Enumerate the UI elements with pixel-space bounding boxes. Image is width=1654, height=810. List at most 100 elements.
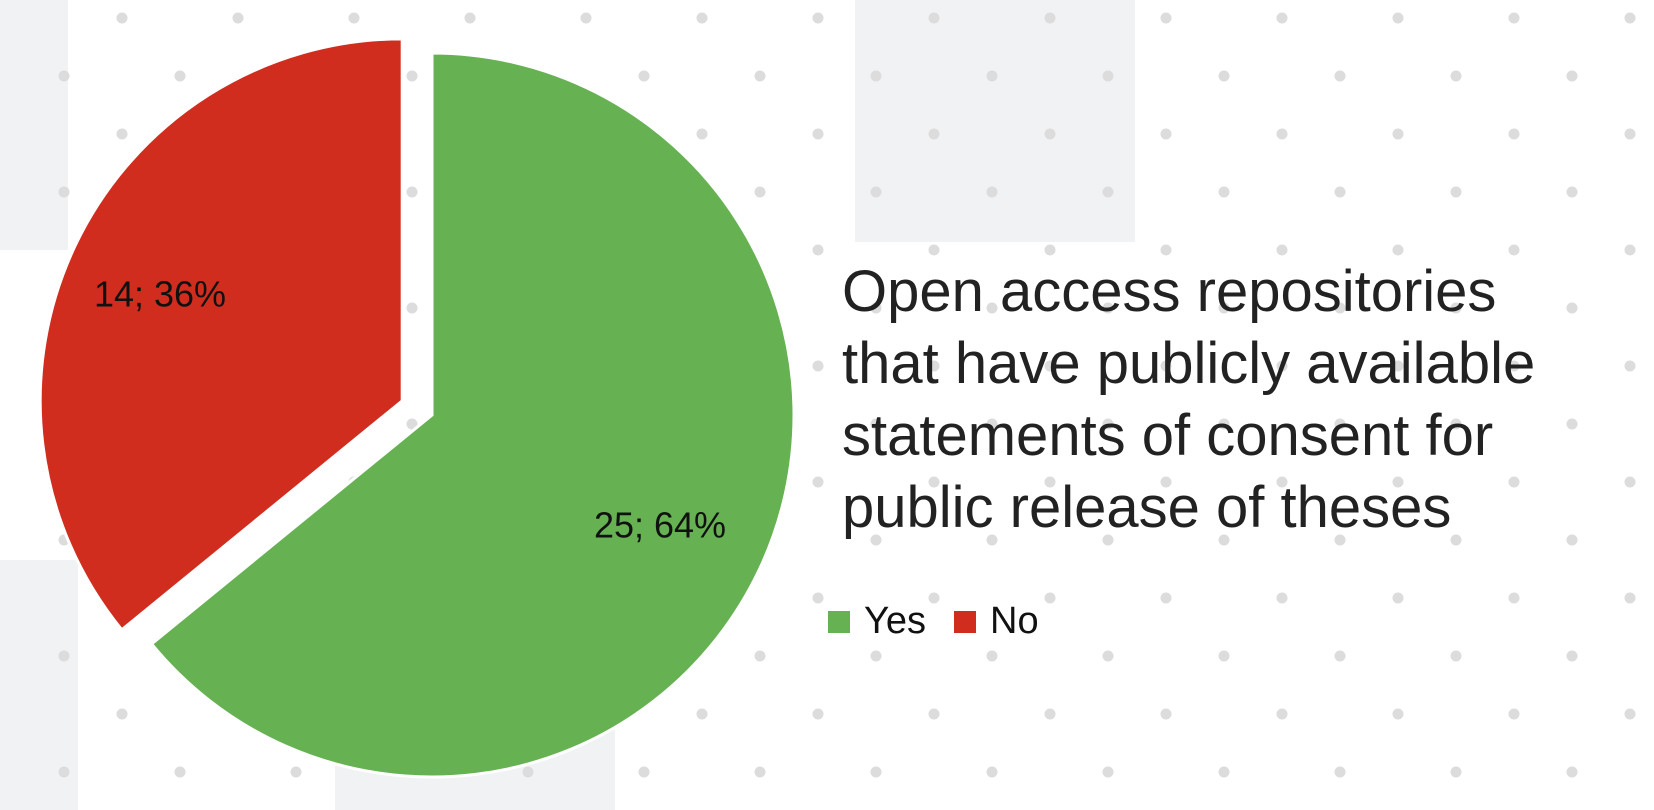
background-dot [754,766,766,778]
background-dot [1566,534,1578,546]
background-dot [1044,12,1056,24]
background-dot [928,128,940,140]
background-dot [1160,12,1172,24]
background-dot [986,766,998,778]
background-dot [986,186,998,198]
background-dot [1450,534,1462,546]
background-dot [464,12,476,24]
background-dot [1566,70,1578,82]
background-dot [1392,244,1404,256]
background-dot [1218,302,1230,314]
background-dot [1276,360,1288,372]
background-block [0,0,68,250]
background-dot [754,70,766,82]
background-dot [1044,128,1056,140]
background-dot [1566,766,1578,778]
background-dot [1450,186,1462,198]
background-dot [1624,244,1636,256]
background-dot [1102,766,1114,778]
background-dot [1160,592,1172,604]
background-dot [1450,650,1462,662]
data-label-yes: 25; 64% [594,505,726,546]
background-dot [1276,244,1288,256]
legend-item-no: No [954,600,1039,643]
legend-label-yes: Yes [864,600,926,642]
background-dot [1044,244,1056,256]
background-dot [406,70,418,82]
background-dot [812,244,824,256]
background-dot [1218,534,1230,546]
background-dot [1276,592,1288,604]
background-dot [812,708,824,720]
background-dot [1160,244,1172,256]
background-dot [1392,360,1404,372]
background-dot [986,302,998,314]
background-dot [928,12,940,24]
background-dot [812,592,824,604]
background-dot [1450,418,1462,430]
background-dot [116,128,128,140]
background-dot [1566,302,1578,314]
background-dot [1218,418,1230,430]
background-dot [58,766,70,778]
background-dot [1392,12,1404,24]
background-dot [870,534,882,546]
background-dot [1102,186,1114,198]
background-dot [174,70,186,82]
background-dot [174,766,186,778]
background-dot [870,766,882,778]
background-dot [1160,708,1172,720]
background-dot [1624,360,1636,372]
background-dot [290,766,302,778]
chart-title-line: that have publicly available [842,331,1536,396]
background-dot [1508,708,1520,720]
background-dot [986,70,998,82]
background-dot [1276,128,1288,140]
background-dot [986,418,998,430]
background-dot [754,650,766,662]
background-dot [1624,476,1636,488]
background-dot [696,708,708,720]
legend-swatch-no [954,610,976,633]
chart-legend: Yes No [828,600,1067,643]
background-dot [1566,418,1578,430]
background-dot [232,12,244,24]
background-dot [870,418,882,430]
background-dot [1044,476,1056,488]
background-dot [1218,766,1230,778]
pie-slice-no [38,37,404,632]
background-dot [1334,650,1346,662]
background-dot [638,766,650,778]
background-dot [1508,476,1520,488]
background-dot [406,418,418,430]
background-dot [1044,360,1056,372]
background-dot [1044,592,1056,604]
background-dot [1624,12,1636,24]
background-dot [1102,418,1114,430]
background-dot [1044,708,1056,720]
background-dot [1160,476,1172,488]
background-dot [1334,302,1346,314]
background-dot [870,70,882,82]
background-dot [1102,534,1114,546]
background-dot [754,186,766,198]
chart-title-line: statements of consent for [842,403,1494,468]
background-dot [406,302,418,314]
background-dot [1392,128,1404,140]
background-dot [696,12,708,24]
background-dot [928,360,940,372]
background-dot [812,476,824,488]
background-dot [1566,650,1578,662]
background-dot [1508,592,1520,604]
background-dot [812,360,824,372]
background-dot [1508,128,1520,140]
background-dot [1218,70,1230,82]
background-dot [928,244,940,256]
background-dot [870,186,882,198]
background-dot [1392,708,1404,720]
background-dot [1102,70,1114,82]
background-dot [116,708,128,720]
background-dot [1160,360,1172,372]
background-dot [1450,766,1462,778]
background-dot [116,12,128,24]
